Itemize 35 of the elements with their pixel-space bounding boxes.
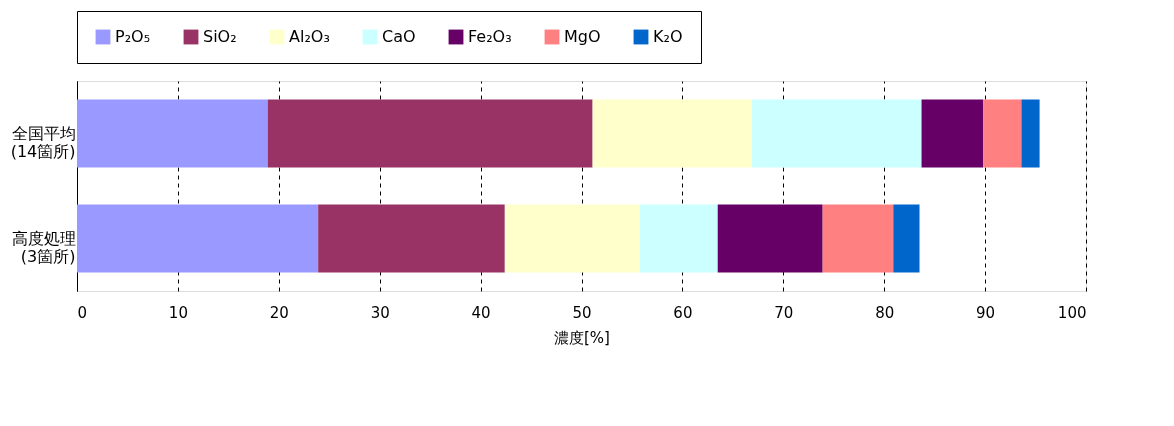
x-tick-label: 90 <box>976 303 996 322</box>
x-tick-label: 50 <box>572 303 592 322</box>
bar <box>504 204 641 273</box>
legend-label: Al₂O₃ <box>289 27 330 46</box>
legend-label: K₂O <box>653 27 683 46</box>
bar <box>1021 99 1040 168</box>
bar <box>592 99 753 168</box>
x-tick-label: 40 <box>471 303 491 322</box>
y-tick-label: 全国平均 (14箇所) <box>10 123 76 161</box>
bar <box>77 99 268 168</box>
bar <box>717 204 823 273</box>
x-tick-label: 60 <box>673 303 693 322</box>
x-tick-label: 20 <box>269 303 289 322</box>
legend-label: MgO <box>564 27 601 46</box>
legend-label: Fe₂O₃ <box>468 27 512 46</box>
x-tick-label: 0 <box>77 303 88 322</box>
bar <box>921 99 984 168</box>
bar <box>752 99 922 168</box>
x-tick-label: 10 <box>168 303 188 322</box>
y-tick-label: 高度処理 (3箇所) <box>11 228 76 266</box>
bar <box>267 99 593 168</box>
x-axis-title: 濃度[%] <box>554 328 610 347</box>
bar <box>822 204 894 273</box>
legend-label: P₂O₅ <box>115 27 151 46</box>
x-tick-label: 80 <box>875 303 895 322</box>
x-tick-label: 70 <box>774 303 794 322</box>
bar <box>318 204 505 273</box>
x-tick-label: 100 <box>1057 303 1087 322</box>
x-tick-label: 30 <box>370 303 390 322</box>
legend-label: SiO₂ <box>203 27 237 46</box>
bar <box>893 204 920 273</box>
bar <box>983 99 1022 168</box>
legend-label: CaO <box>382 27 416 46</box>
bar <box>77 204 319 273</box>
bar <box>640 204 718 273</box>
